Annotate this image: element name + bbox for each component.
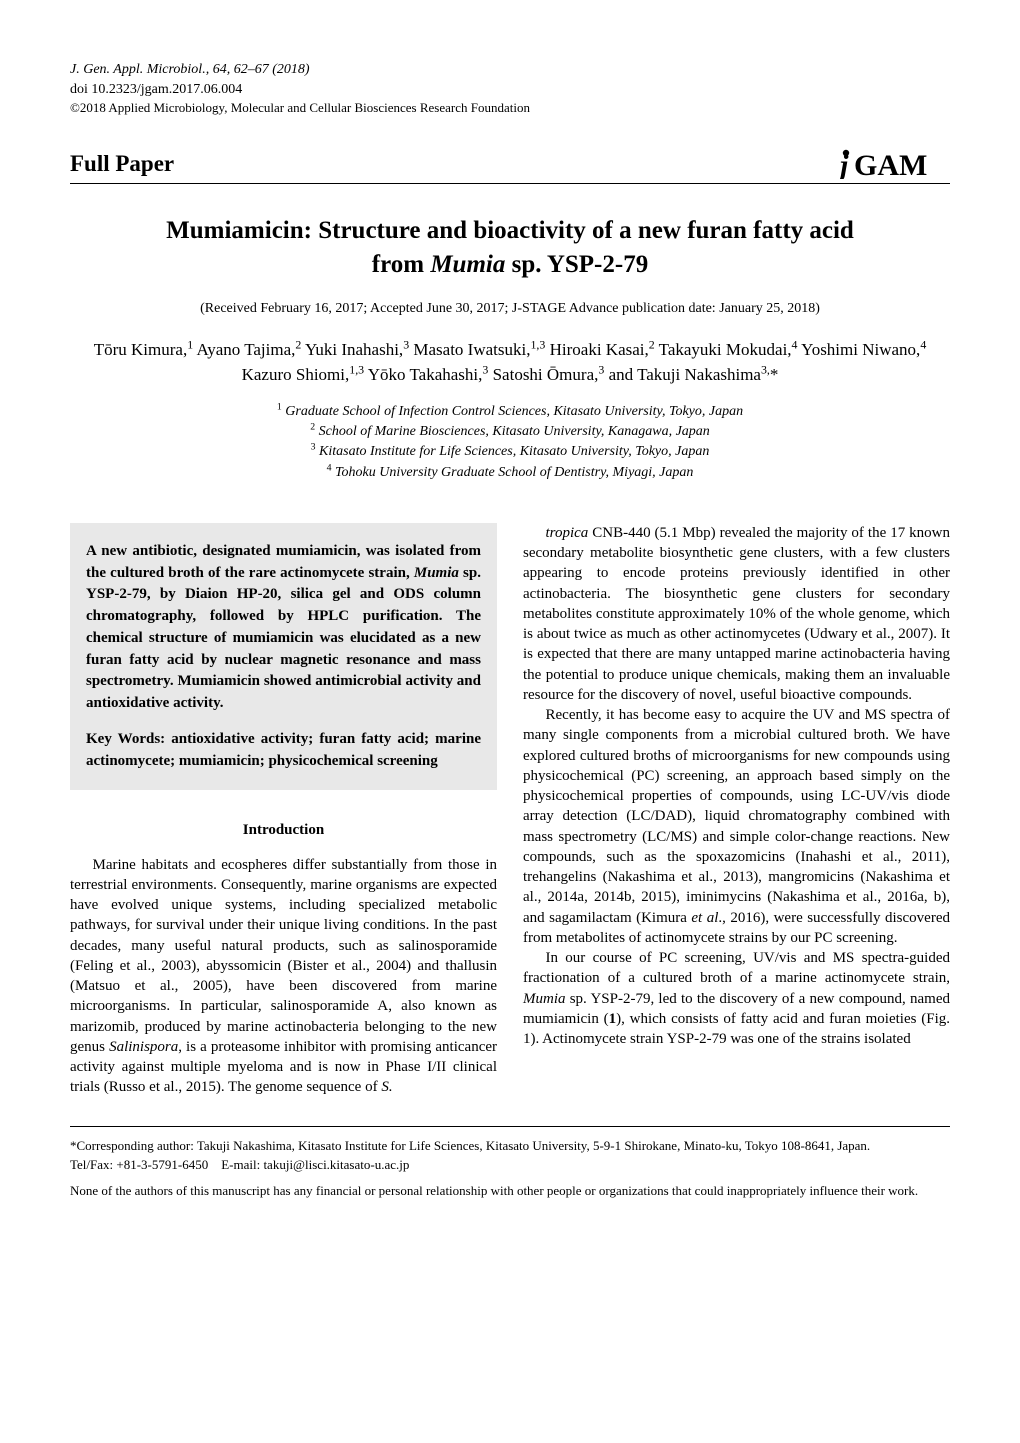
journal-doi: doi 10.2323/jgam.2017.06.004 <box>70 80 950 100</box>
intro-paragraph-1: Marine habitats and ecospheres differ su… <box>70 855 497 1098</box>
abstract-box: A new antibiotic, designated mumiamicin,… <box>70 523 497 791</box>
abstract-text: A new antibiotic, designated mumiamicin,… <box>86 541 481 715</box>
right-paragraph-1: tropica CNB-440 (5.1 Mbp) revealed the m… <box>523 523 950 705</box>
affiliation-3: 3 Kitasato Institute for Life Sciences, … <box>70 442 950 462</box>
title-line2-pre: from <box>372 251 431 278</box>
right-paragraph-3: In our course of PC screening, UV/vis an… <box>523 948 950 1049</box>
right-column: tropica CNB-440 (5.1 Mbp) revealed the m… <box>523 523 950 1098</box>
intro-heading: Introduction <box>70 820 497 840</box>
affiliation-4: 4 Tohoku University Graduate School of D… <box>70 463 950 483</box>
body-columns: A new antibiotic, designated mumiamicin,… <box>70 523 950 1098</box>
author-list: Tōru Kimura,1 Ayano Tajima,2 Yuki Inahas… <box>70 337 950 388</box>
left-column: A new antibiotic, designated mumiamicin,… <box>70 523 497 1098</box>
svg-text:GAM: GAM <box>854 149 927 179</box>
corresponding-author: *Corresponding author: Takuji Nakashima,… <box>70 1137 950 1156</box>
section-label: Full Paper <box>70 148 174 179</box>
article-title: Mumiamicin: Structure and bioactivity of… <box>70 214 950 282</box>
keywords-text: Key Words: antioxidative activity; furan… <box>86 729 481 773</box>
header-row: Full Paper j GAM <box>70 147 950 184</box>
title-line1: Mumiamicin: Structure and bioactivity of… <box>166 217 854 244</box>
title-genus: Mumia <box>430 251 505 278</box>
footer: *Corresponding author: Takuji Nakashima,… <box>70 1126 950 1202</box>
contact-line: Tel/Fax: +81-3-5791-6450 E-mail: takuji@… <box>70 1156 950 1175</box>
svg-text:j: j <box>840 149 849 179</box>
left-body: Marine habitats and ecospheres differ su… <box>70 855 497 1098</box>
affiliations: 1 Graduate School of Infection Control S… <box>70 402 950 483</box>
journal-copyright: ©2018 Applied Microbiology, Molecular an… <box>70 99 950 117</box>
journal-header: J. Gen. Appl. Microbiol., 64, 62–67 (201… <box>70 60 950 117</box>
title-block: Mumiamicin: Structure and bioactivity of… <box>70 214 950 483</box>
journal-citation: J. Gen. Appl. Microbiol., 64, 62–67 (201… <box>70 60 950 80</box>
title-line2-post: sp. YSP-2-79 <box>505 251 648 278</box>
article-dates: (Received February 16, 2017; Accepted Ju… <box>70 300 950 319</box>
affiliation-2: 2 School of Marine Biosciences, Kitasato… <box>70 422 950 442</box>
right-paragraph-2: Recently, it has become easy to acquire … <box>523 705 950 948</box>
jgam-logo: j GAM <box>840 147 950 179</box>
coi-statement: None of the authors of this manuscript h… <box>70 1182 950 1201</box>
affiliation-1: 1 Graduate School of Infection Control S… <box>70 402 950 422</box>
